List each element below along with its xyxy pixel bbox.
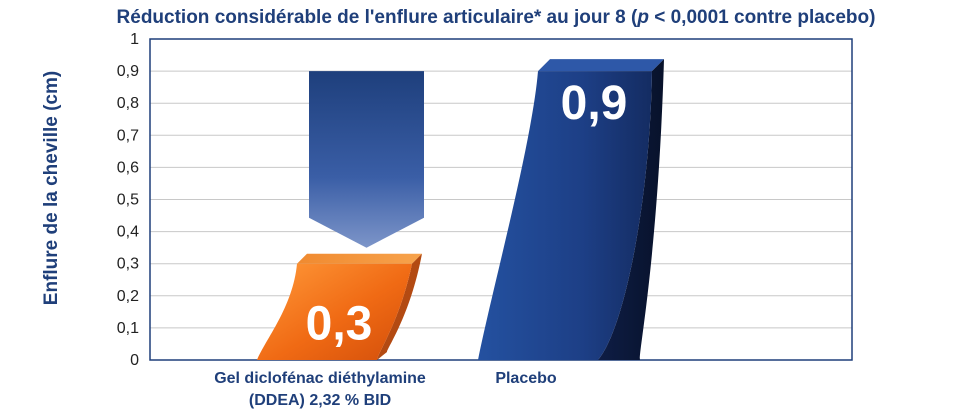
y-tick-label: 0,9 <box>117 63 139 80</box>
y-tick-label: 0,3 <box>117 256 139 273</box>
y-axis-label: Enflure de la cheville (cm) <box>41 71 62 305</box>
title-part-0: Réduction considérable de l'enflure arti… <box>117 7 638 28</box>
category-label: (DDEA) 2,32 % BID <box>249 392 391 409</box>
bar-top-face <box>538 59 664 72</box>
y-tick-label: 0,2 <box>117 288 139 305</box>
bar-top-face <box>297 253 422 264</box>
value-label: 0,3 <box>306 297 373 350</box>
category-label: Placebo <box>495 370 557 387</box>
y-axis-ticks: 0 0,1 0,2 0,3 0,4 0,5 0,6 0,7 0,8 0,9 1 <box>117 31 139 369</box>
title-part-2: < 0,0001 contre placebo) <box>649 7 876 28</box>
y-tick-label: 0,4 <box>117 224 139 241</box>
category-labels: Gel diclofénac diéthylamine (DDEA) 2,32 %… <box>214 370 557 409</box>
bar-front-face <box>257 263 412 360</box>
y-tick-label: 0,5 <box>117 192 139 209</box>
bar-side-face <box>598 59 664 360</box>
bars: 0,3 0,9 <box>257 59 664 360</box>
y-tick-label: 0,6 <box>117 159 139 176</box>
bar: 0,9 <box>478 59 664 360</box>
y-tick-label: 0,8 <box>117 95 139 112</box>
bar-side-face <box>377 253 422 360</box>
category-label: Gel diclofénac diéthylamine <box>214 370 426 387</box>
reduction-arrow <box>309 71 424 248</box>
y-tick-label: 0,7 <box>117 127 139 144</box>
gridlines <box>150 70 852 329</box>
bar-front-face <box>478 71 652 360</box>
y-tick-label: 1 <box>130 31 139 48</box>
y-tick-label: 0,1 <box>117 320 139 337</box>
chart-title: Réduction considérable de l'enflure arti… <box>117 7 876 28</box>
bar: 0,3 <box>257 253 422 360</box>
value-label: 0,9 <box>561 77 628 130</box>
title-part-1: p <box>636 7 649 28</box>
y-tick-label: 0 <box>130 352 139 369</box>
